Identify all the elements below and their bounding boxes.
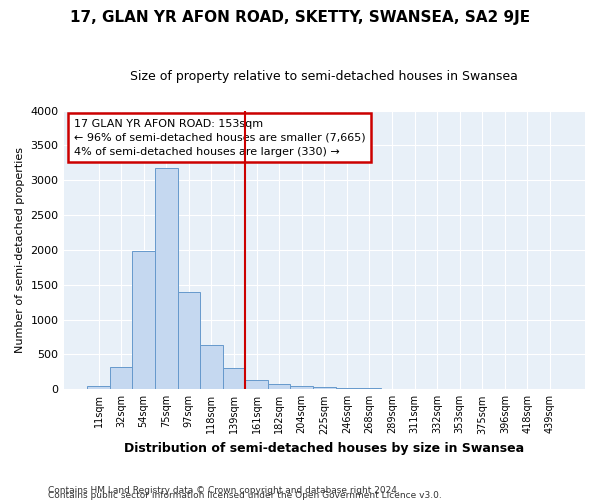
Bar bbox=[313, 387, 335, 390]
Title: Size of property relative to semi-detached houses in Swansea: Size of property relative to semi-detach… bbox=[130, 70, 518, 83]
Text: 17 GLAN YR AFON ROAD: 153sqm
← 96% of semi-detached houses are smaller (7,665)
4: 17 GLAN YR AFON ROAD: 153sqm ← 96% of se… bbox=[74, 119, 365, 157]
Bar bbox=[290, 386, 313, 390]
Bar bbox=[223, 368, 245, 390]
Bar bbox=[133, 252, 155, 390]
Bar bbox=[178, 292, 200, 390]
Bar bbox=[155, 168, 178, 390]
X-axis label: Distribution of semi-detached houses by size in Swansea: Distribution of semi-detached houses by … bbox=[124, 442, 524, 455]
Bar bbox=[110, 367, 133, 390]
Text: Contains HM Land Registry data © Crown copyright and database right 2024.: Contains HM Land Registry data © Crown c… bbox=[48, 486, 400, 495]
Bar bbox=[245, 380, 268, 390]
Bar bbox=[87, 386, 110, 390]
Y-axis label: Number of semi-detached properties: Number of semi-detached properties bbox=[15, 147, 25, 353]
Bar bbox=[268, 384, 290, 390]
Bar bbox=[200, 344, 223, 390]
Text: Contains public sector information licensed under the Open Government Licence v3: Contains public sector information licen… bbox=[48, 491, 442, 500]
Bar bbox=[335, 388, 358, 390]
Text: 17, GLAN YR AFON ROAD, SKETTY, SWANSEA, SA2 9JE: 17, GLAN YR AFON ROAD, SKETTY, SWANSEA, … bbox=[70, 10, 530, 25]
Bar bbox=[358, 388, 381, 390]
